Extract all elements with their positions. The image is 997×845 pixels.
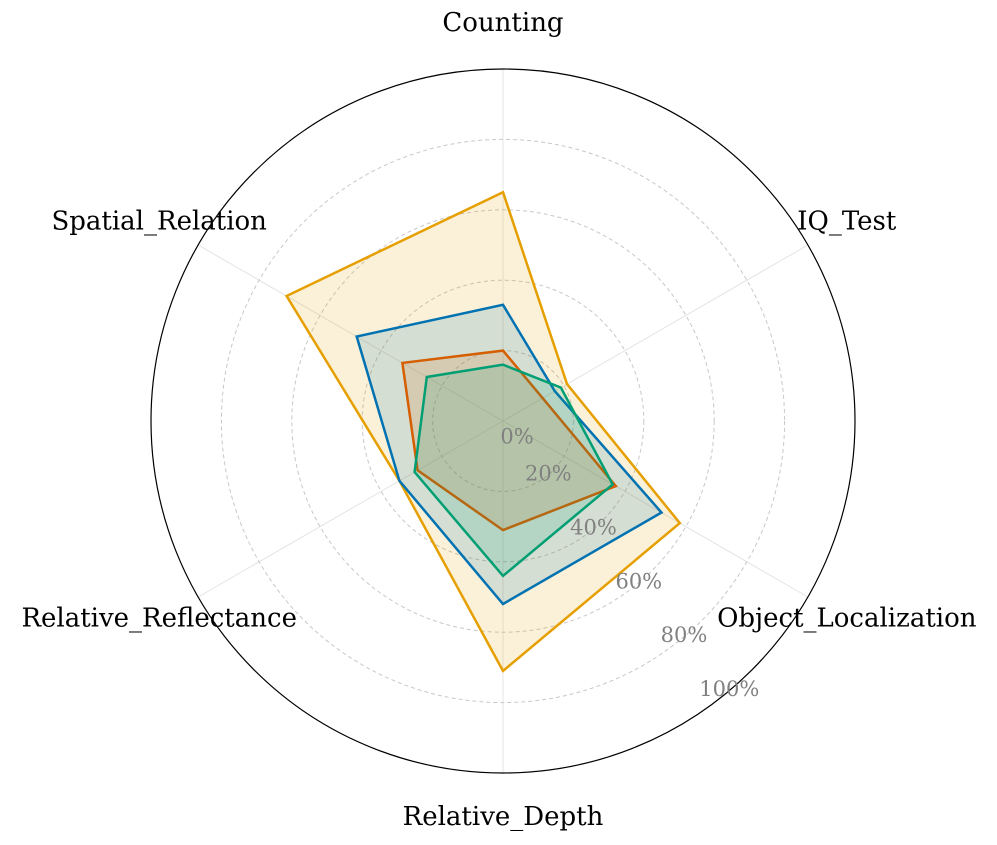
axis-labels: Counting IQ_Test Object_Localization Relati… — [21, 8, 976, 832]
axis-label-counting: Counting — [442, 8, 563, 38]
radial-gridline — [502, 420, 809, 598]
radial-gridline — [197, 244, 504, 422]
grid-circle — [291, 209, 715, 633]
outer-frame-circle — [150, 68, 856, 774]
tick-label: 0% — [500, 424, 533, 448]
series-0-line — [284, 190, 682, 673]
tick-label: 80% — [661, 623, 708, 647]
grid — [150, 68, 856, 774]
series-3-fill — [414, 364, 613, 576]
grid-circle — [220, 138, 786, 704]
axis-label-relative-reflectance: Relative_Reflectance — [21, 604, 297, 634]
series-group — [284, 190, 682, 673]
series-1-fill — [356, 304, 662, 604]
axis-label-spatial-relation: Spatial_Relation — [51, 207, 267, 237]
series-2-fill — [402, 350, 616, 531]
series-0-fill — [286, 192, 680, 671]
tick-label: 20% — [525, 461, 572, 485]
tick-label: 100% — [699, 677, 759, 701]
radial-gridline — [197, 420, 504, 598]
tick-label: 60% — [615, 569, 662, 593]
axis-label-iq-test: IQ_Test — [797, 207, 897, 237]
series-3-line — [413, 363, 615, 578]
axis-label-object-localization: Object_Localization — [717, 604, 977, 634]
tick-label: 40% — [570, 515, 617, 539]
tick-labels: 0% 20% 40% 60% 80% 100% — [500, 424, 759, 701]
axis-label-relative-depth: Relative_Depth — [403, 802, 604, 832]
series-2-line — [400, 349, 618, 532]
series-1-line — [355, 303, 664, 606]
